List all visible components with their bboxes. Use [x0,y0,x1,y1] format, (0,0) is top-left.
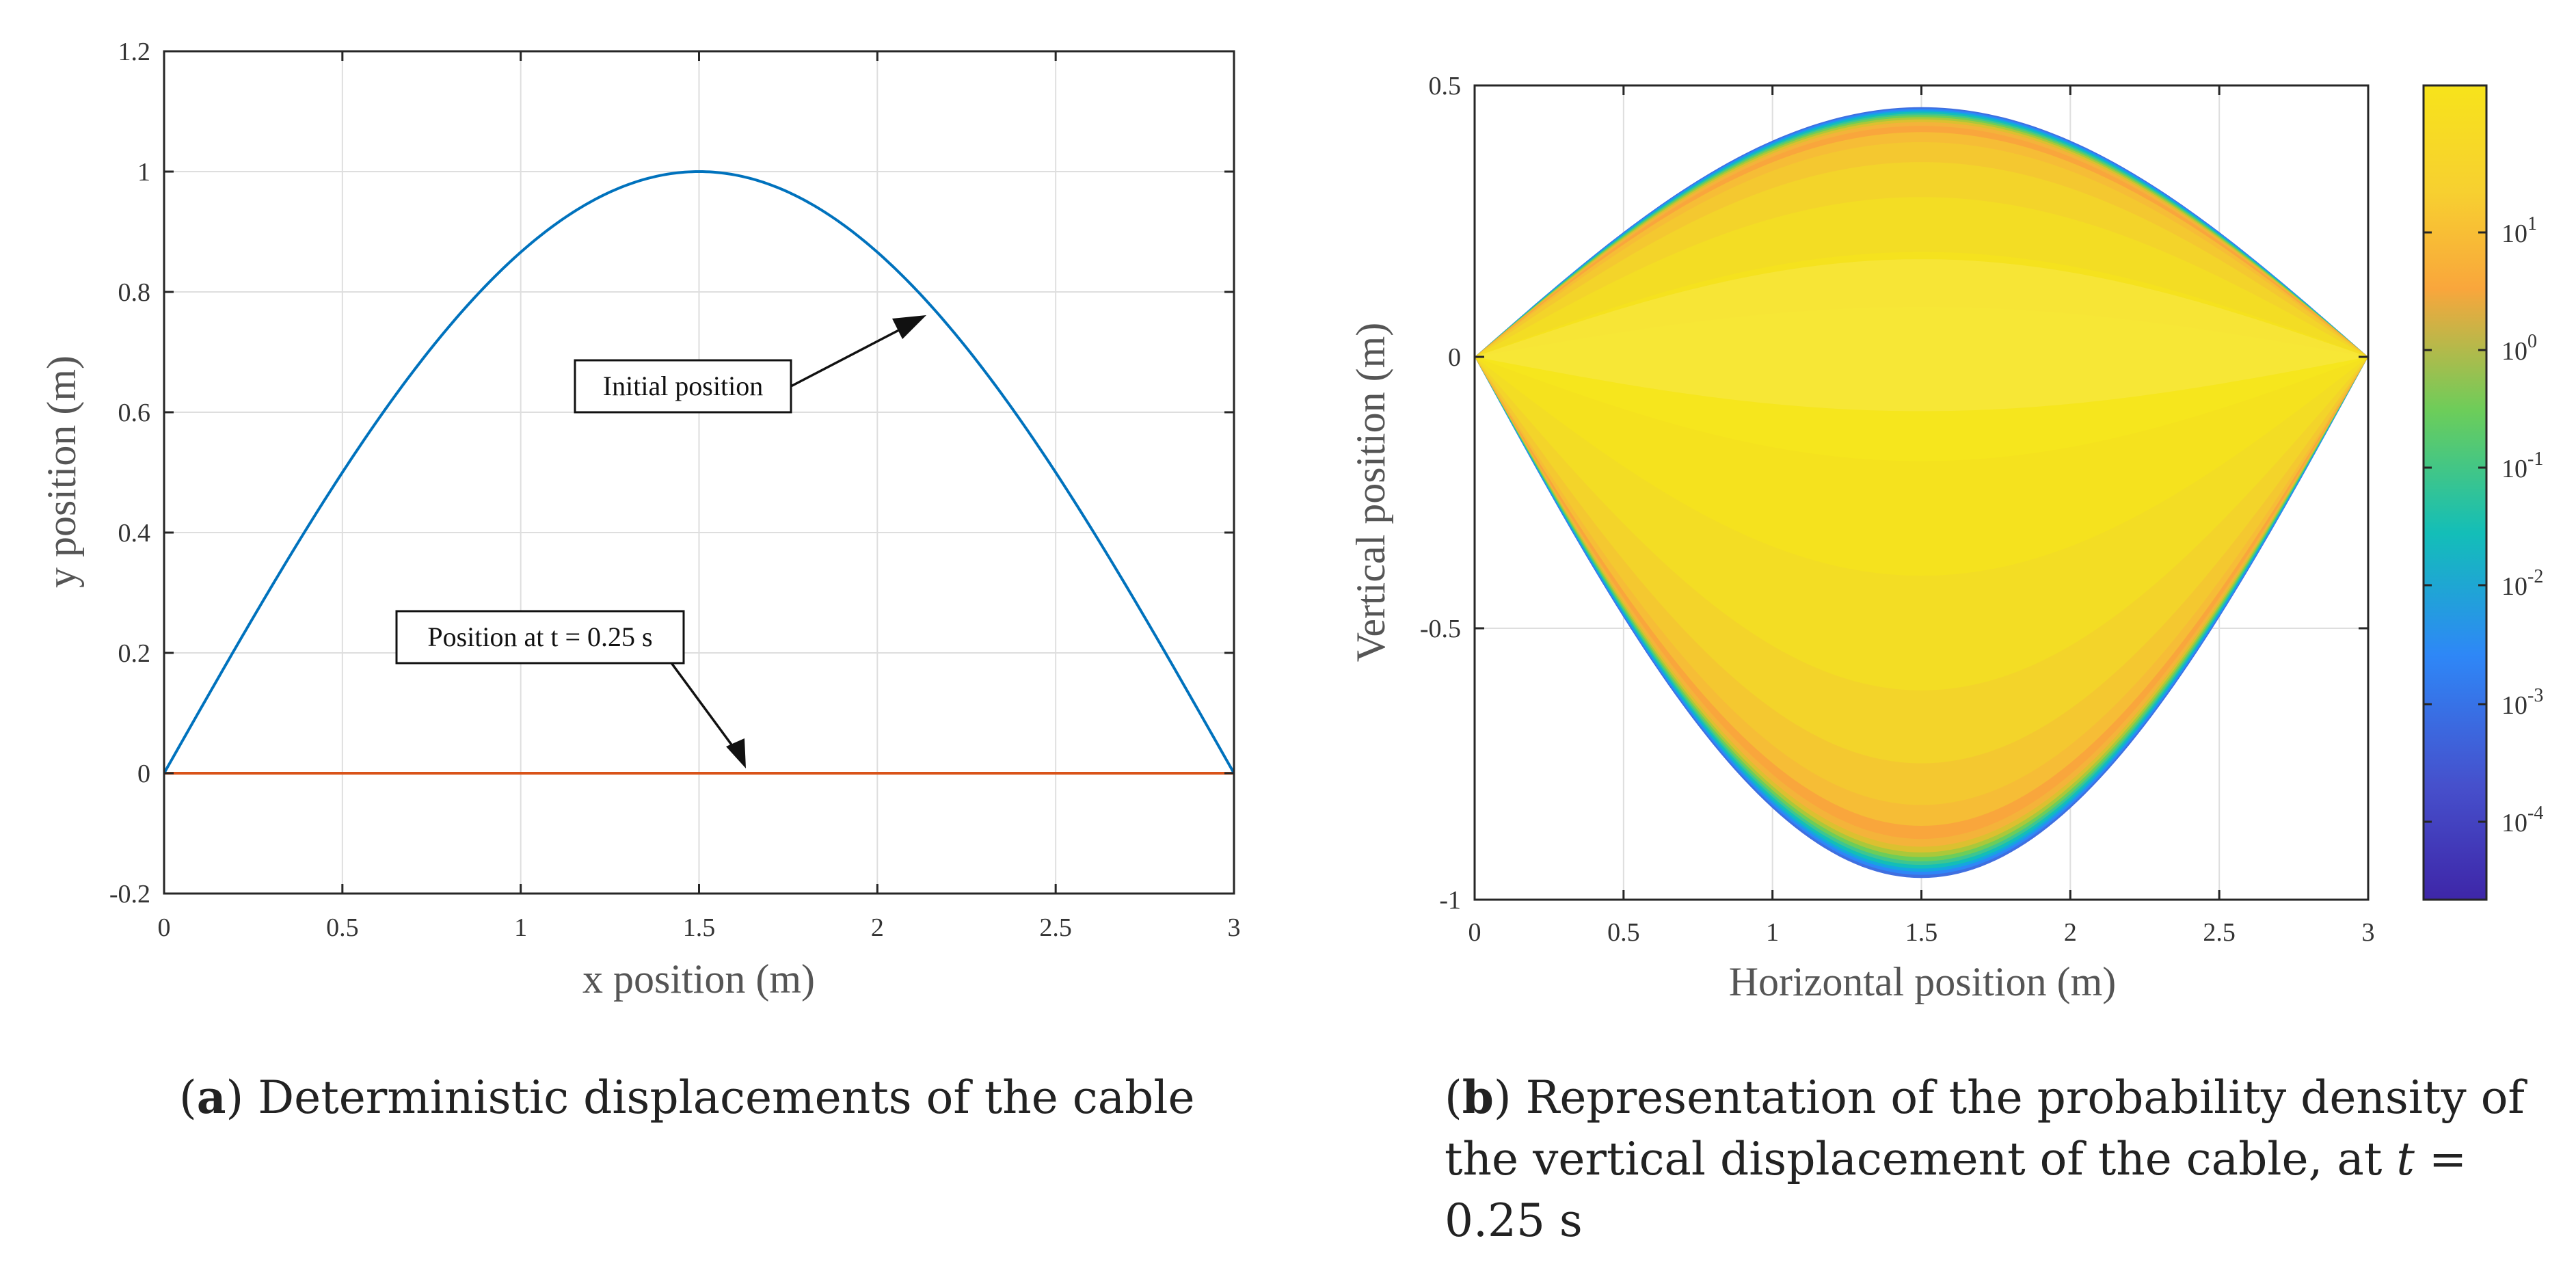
colorbar-tick-base: 10 [2501,691,2527,720]
colorbar-tick-label: 10-4 [2501,803,2543,837]
x-tick-label: 0.5 [326,913,359,942]
colorbar-tick-exponent: -3 [2527,685,2543,706]
colorbar-tick-base: 10 [2501,337,2527,366]
y-tick-label: 0.2 [118,639,151,668]
caption-b-line2: the vertical displacement of the cable, … [1445,1129,2566,1190]
annotation-initial-position: Initial position [574,315,926,414]
caption-a: (a) Deterministic displacements of the c… [179,1071,1195,1124]
y-axis-label-a: y position (m) [39,355,84,588]
x-tick-label: 2 [2064,918,2077,947]
caption-b-line1: (b) Representation of the probability de… [1445,1071,2525,1124]
colorbar-tick-exponent: -2 [2527,566,2543,587]
caption-b-text-1: Representation of the probability densit… [1511,1071,2525,1124]
annotation-text-position: Position at t = 0.25 s [427,621,652,652]
density-region [1475,107,2368,878]
caption-a-label: a [196,1071,226,1124]
annotation-arrow-line [669,660,736,751]
caption-b-label: b [1462,1071,1494,1124]
y-tick-label: -0.2 [109,880,150,909]
colorbar-tick-label: 100 [2501,331,2537,366]
colorbar-tick-base: 10 [2501,219,2527,248]
x-axis-label-b: Horizontal position (m) [1729,959,2117,1004]
annotation-arrow-line [790,323,910,388]
y-tick-label: 1.2 [118,38,151,66]
colorbar-tick-exponent: 1 [2527,213,2537,234]
caption-b-text-2: the vertical displacement of the cable, … [1445,1133,2397,1185]
x-tick-label: 1.5 [683,913,716,942]
annotation-box [574,359,792,414]
x-tick-label: 1.5 [1905,918,1938,947]
y-tick-label: 0.4 [118,519,151,548]
y-tick-label: 0 [137,760,150,788]
y-tick-label: 1 [137,158,150,187]
arrowhead-icon [726,738,746,768]
ticks-b: 0 0.5 1 1.5 2 2.5 3 -1 -0.5 0 0.5 [1420,72,2375,947]
density-band [1475,259,2368,412]
colorbar-gradient [2422,84,2488,901]
colorbar-tick-label: 10-3 [2501,685,2543,720]
colorbar-tick-base: 10 [2501,572,2527,601]
caption-b: (b) Representation of the probability de… [1445,1066,2566,1252]
colorbar-tick-label: 10-2 [2501,566,2543,601]
x-tick-label: 3 [1228,913,1241,942]
x-tick-label: 0.5 [1607,918,1640,947]
colorbar-tick-label: 10-1 [2501,448,2543,483]
series-line-initial-position [164,170,1234,774]
chart-panel-b: 0 0.5 1 1.5 2 2.5 3 -1 -0.5 0 0.5 Horizontal posit… [1348,72,2543,1004]
x-axis-label-a: x position (m) [582,956,815,1002]
x-tick-label: 3 [2362,918,2375,947]
colorbar-tick-label: 101 [2501,213,2537,248]
colorbar-tick-exponent: -1 [2527,448,2543,470]
annotation-text-initial: Initial position [603,371,763,401]
x-tick-label: 2.5 [2203,918,2236,947]
x-tick-label: 1 [1766,918,1779,947]
colorbar-tick-base: 10 [2501,809,2527,837]
caption-b-variable: t [2396,1133,2415,1185]
colorbar-tick-exponent: -4 [2527,803,2543,824]
caption-a-text: Deterministic displacements of the cable [243,1071,1195,1124]
colorbar-tick-exponent: 0 [2527,331,2537,352]
caption-b-text-3: 0.25 s [1445,1194,1583,1247]
caption-b-equals: = [2414,1133,2467,1185]
x-tick-label: 0 [158,913,171,942]
caption-b-line3: 0.25 s [1445,1190,2566,1252]
y-tick-label: -1 [1439,886,1461,915]
colorbar-tick-base: 10 [2501,455,2527,483]
y-tick-label: 0.6 [118,399,151,427]
x-tick-label: 0 [1468,918,1481,947]
x-tick-label: 2.5 [1039,913,1072,942]
annotation-box [395,610,685,665]
series-group-a [164,170,1234,775]
y-tick-label: 0 [1448,343,1461,372]
x-tick-label: 1 [514,913,527,942]
y-tick-label: -0.5 [1420,615,1461,643]
y-tick-label: 0.8 [118,278,151,307]
y-tick-label: 0.5 [1429,72,1462,100]
x-tick-label: 2 [871,913,884,942]
annotation-position-t025: Position at t = 0.25 s [395,610,746,768]
chart-panel-a: 0 0.5 1 1.5 2 2.5 3 -0.2 0 0.2 0.4 0.6 0.8 1 1.2 x pos… [39,38,1241,1002]
ticks-a: 0 0.5 1 1.5 2 2.5 3 -0.2 0 0.2 0.4 0.6 0.8 1 1.2 [109,38,1241,942]
y-axis-label-b: Vertical position (m) [1348,323,1393,662]
arrowhead-icon [892,315,926,339]
